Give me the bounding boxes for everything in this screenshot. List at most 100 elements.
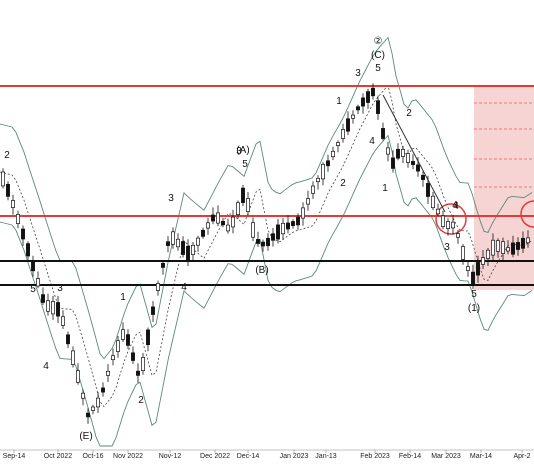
wave-label: 3 bbox=[444, 242, 450, 253]
wave-label: 4 bbox=[43, 361, 49, 372]
candle-body bbox=[481, 257, 485, 265]
wave-label: 5 bbox=[471, 289, 477, 300]
candle-body bbox=[291, 221, 295, 226]
candle-body bbox=[306, 198, 310, 205]
candle-body bbox=[186, 245, 190, 261]
candle-body bbox=[211, 214, 215, 222]
candle-body bbox=[81, 392, 85, 399]
candle-body bbox=[506, 247, 510, 252]
candle-body bbox=[96, 397, 100, 408]
candle-body bbox=[121, 329, 125, 340]
candle-body bbox=[241, 187, 245, 203]
x-tick-label: Jan-13 bbox=[315, 453, 337, 460]
candle-body bbox=[176, 238, 180, 248]
candle-body bbox=[146, 329, 150, 346]
candle-body bbox=[426, 183, 430, 197]
candle-body bbox=[206, 222, 210, 229]
wave-label: 4 bbox=[369, 136, 375, 147]
candle-body bbox=[126, 334, 130, 346]
candle-body bbox=[351, 114, 355, 119]
candle-body bbox=[26, 243, 30, 257]
candle-body bbox=[471, 271, 475, 285]
candle-body bbox=[466, 266, 470, 271]
wave-label: 2 bbox=[406, 108, 412, 119]
lower-band bbox=[0, 134, 533, 447]
candle-body bbox=[396, 148, 400, 159]
candle-body bbox=[491, 239, 495, 256]
wave-label: 5 bbox=[30, 284, 36, 295]
candle-body bbox=[46, 300, 50, 312]
candle-body bbox=[256, 239, 260, 244]
candle-body bbox=[261, 241, 265, 247]
candle-body bbox=[36, 278, 40, 287]
candle-body bbox=[331, 150, 335, 158]
wave-label: 2 bbox=[138, 395, 144, 406]
candle-body bbox=[76, 370, 80, 383]
candle-body bbox=[86, 412, 90, 418]
x-tick-label: Sep-14 bbox=[3, 453, 26, 460]
forecast-zone-layer bbox=[474, 86, 534, 290]
wave-label: (E) bbox=[79, 431, 92, 442]
trend-line bbox=[382, 94, 446, 213]
candle-body bbox=[31, 260, 35, 272]
candle-body bbox=[381, 128, 385, 139]
candle-body bbox=[451, 221, 455, 229]
wave-label: 4 bbox=[452, 200, 458, 211]
wave-label: 1 bbox=[336, 96, 342, 107]
candle-body bbox=[136, 370, 140, 376]
candle-body bbox=[496, 240, 500, 252]
candle-body bbox=[231, 216, 235, 228]
candle-body bbox=[501, 241, 505, 254]
candle-body bbox=[526, 237, 530, 244]
candle-body bbox=[356, 106, 360, 111]
candle-body bbox=[66, 334, 70, 345]
candle-body bbox=[41, 294, 45, 303]
candle-body bbox=[401, 149, 405, 157]
candle-body bbox=[106, 370, 110, 376]
candle-body bbox=[221, 220, 225, 226]
wave-label: 5 bbox=[375, 63, 381, 74]
candle-body bbox=[326, 160, 330, 167]
candle-body bbox=[201, 229, 205, 237]
candlesticks bbox=[1, 83, 530, 424]
candle-body bbox=[166, 241, 170, 246]
wave-label: 1 bbox=[120, 292, 126, 303]
candle-body bbox=[16, 214, 20, 224]
x-tick-label: Nov-12 bbox=[159, 453, 182, 460]
wave-label: 2 bbox=[4, 150, 10, 161]
wave-label: 3 bbox=[168, 193, 174, 204]
x-tick-label: Oct-16 bbox=[82, 453, 103, 460]
candle-body bbox=[371, 87, 375, 97]
candle-body bbox=[436, 208, 440, 215]
wave-label: 3 bbox=[355, 68, 361, 79]
wave-label: (1) bbox=[468, 303, 480, 314]
highlight-circle bbox=[435, 203, 467, 235]
candle-body bbox=[56, 302, 60, 317]
wave-label: (B) bbox=[255, 265, 268, 276]
candle-body bbox=[196, 237, 200, 246]
x-tick-label: Dec-14 bbox=[237, 453, 260, 460]
candle-body bbox=[216, 212, 220, 224]
candle-body bbox=[111, 355, 115, 361]
x-tick-label: Mar 2023 bbox=[431, 453, 461, 460]
wave-label: 3 bbox=[57, 283, 63, 294]
candle-body bbox=[361, 97, 365, 107]
candle-body bbox=[141, 357, 145, 371]
candle-body bbox=[411, 161, 415, 165]
candle-body bbox=[101, 387, 105, 393]
candle-body bbox=[171, 231, 175, 245]
candle-body bbox=[346, 118, 350, 132]
wave-label: (A) bbox=[236, 145, 249, 156]
candle-body bbox=[11, 200, 15, 208]
candle-body bbox=[191, 244, 195, 255]
forecast-zone bbox=[474, 86, 534, 290]
candle-body bbox=[516, 242, 520, 250]
x-tick-label: Apr-2 bbox=[513, 453, 530, 460]
candle-body bbox=[366, 91, 370, 103]
wave-label: 4 bbox=[453, 201, 459, 212]
upper-band bbox=[0, 36, 533, 360]
x-tick-label: Feb 2023 bbox=[360, 453, 390, 460]
candle-body bbox=[281, 222, 285, 235]
candle-body bbox=[286, 222, 290, 230]
